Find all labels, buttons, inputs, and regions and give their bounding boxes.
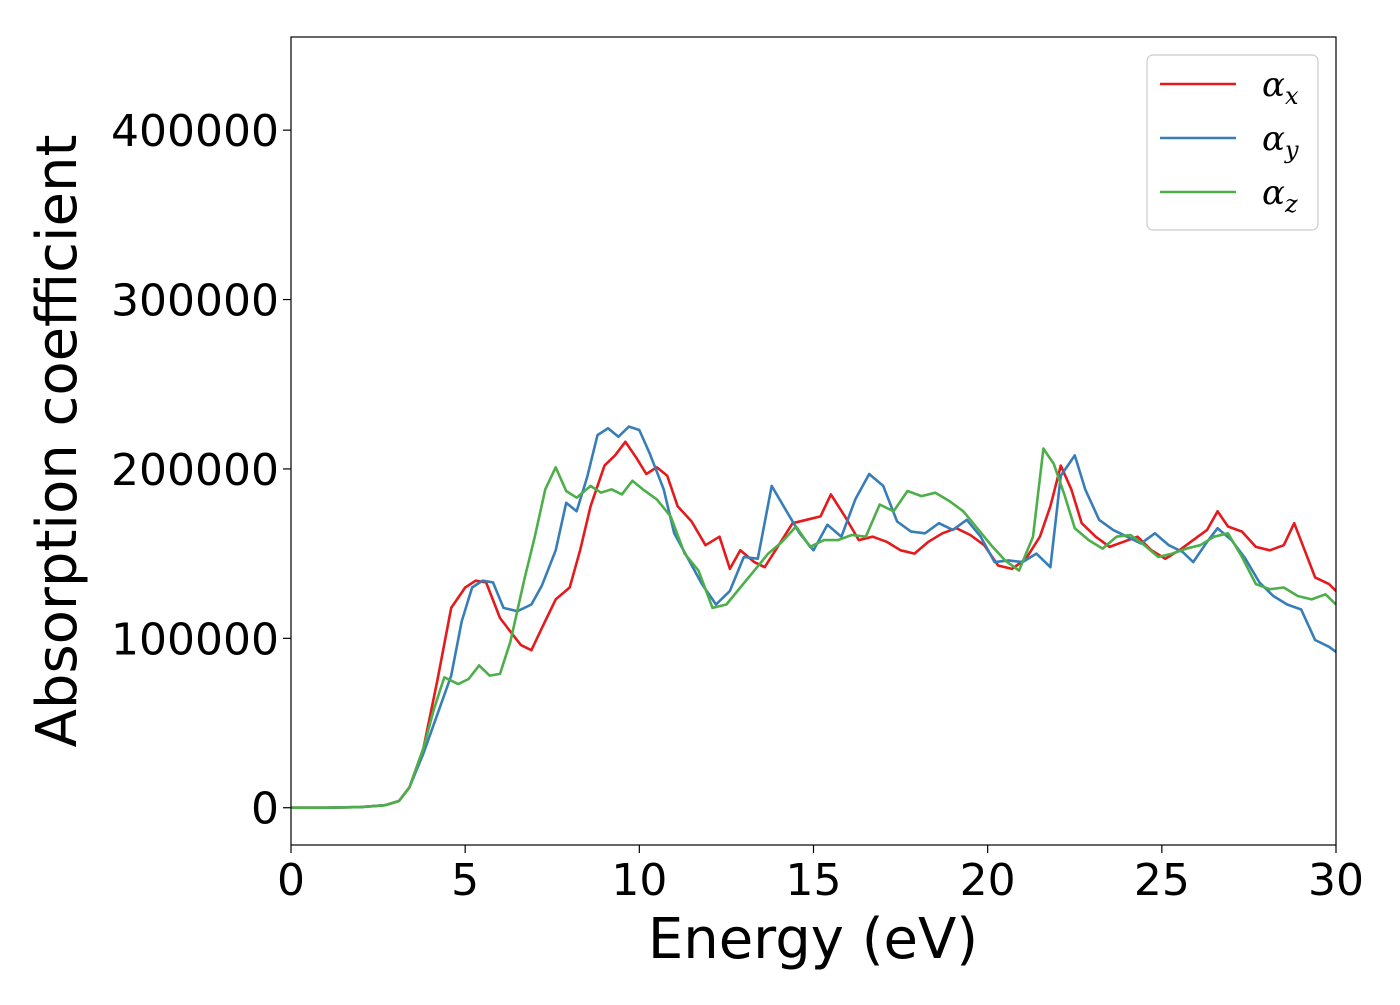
y-tick-label: 200000 <box>111 445 279 496</box>
x-tick-label: 20 <box>960 855 1016 906</box>
x-tick-label: 10 <box>611 855 667 906</box>
series-line-x <box>291 440 1336 809</box>
x-tick-label: 5 <box>451 855 479 906</box>
series-lines <box>291 425 1336 809</box>
legend-label-z: αz <box>1262 173 1298 218</box>
legend-label-y: αy <box>1262 119 1299 164</box>
y-tick-label: 400000 <box>111 106 279 157</box>
x-axis-title: Energy (eV) <box>648 907 978 972</box>
x-tick-label: 25 <box>1134 855 1190 906</box>
y-tick-label: 300000 <box>111 276 279 327</box>
x-tick-label: 15 <box>786 855 842 906</box>
y-axis-title: Absorption coefficient <box>25 135 90 748</box>
x-tick-label: 0 <box>277 855 305 906</box>
legend-box <box>1146 54 1319 231</box>
series-line-y <box>291 425 1336 809</box>
axis-ticks: 0 5 10 15 20 25 30 0 100000 200000 300000 400000 <box>111 106 1364 906</box>
y-tick-label: 100000 <box>111 614 279 665</box>
x-tick-label: 30 <box>1308 855 1364 906</box>
y-tick-label: 0 <box>251 784 279 835</box>
series-line-z <box>291 447 1336 809</box>
